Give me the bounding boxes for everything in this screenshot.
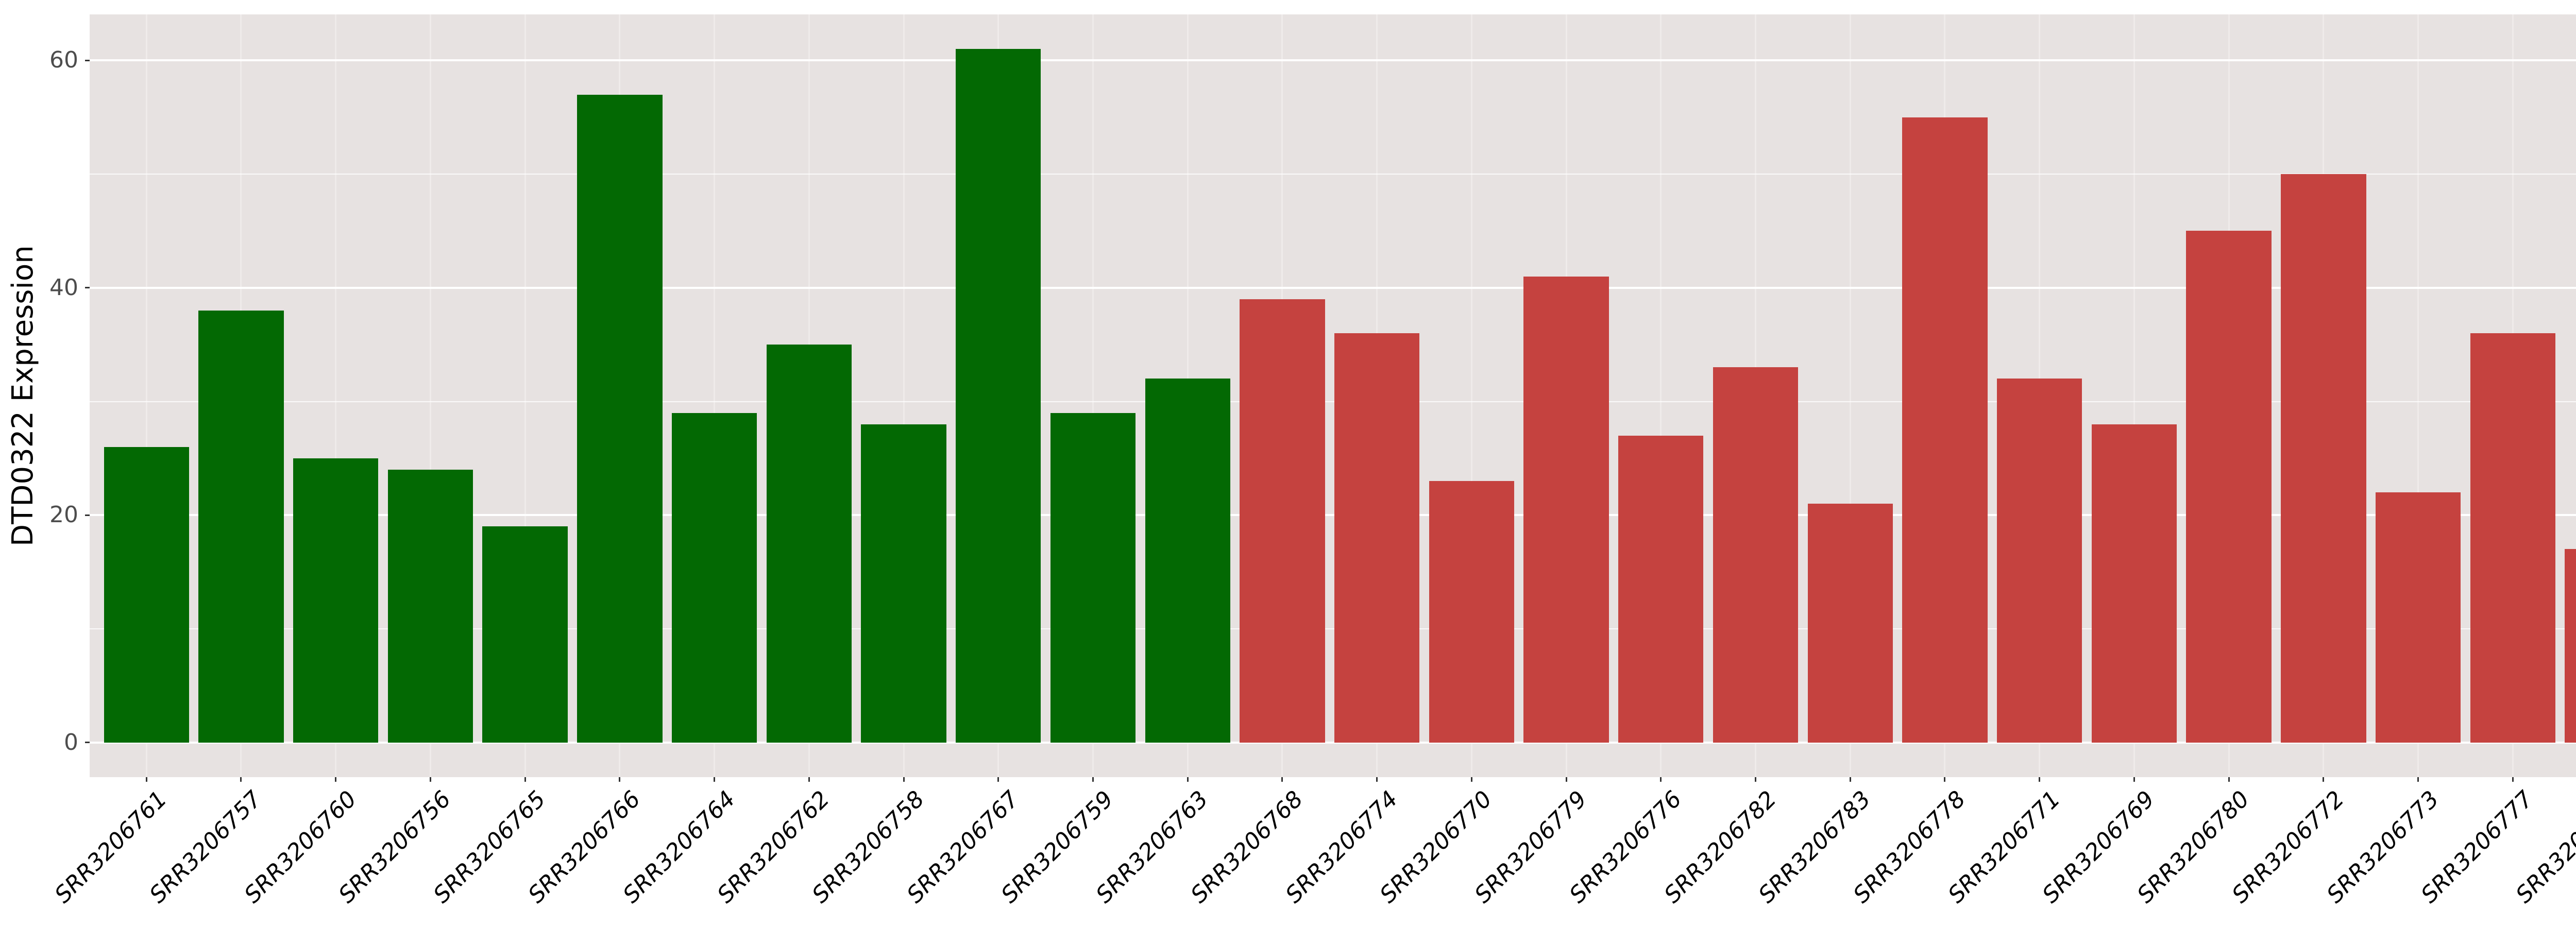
bar-SRR3206767 (956, 49, 1041, 743)
x-tick-mark (1660, 777, 1662, 782)
y-tick-label-40: 40 (49, 274, 78, 301)
bar-SRR3206783 (1807, 504, 1893, 743)
bar-SRR3206772 (2281, 174, 2366, 743)
y-tick-mark (85, 59, 90, 61)
bar-SRR3206781 (2565, 549, 2576, 743)
x-tick-mark (714, 777, 716, 782)
bar-SRR3206759 (1050, 413, 1136, 743)
bar-SRR3206771 (1997, 379, 2082, 743)
bar-SRR3206773 (2375, 492, 2461, 743)
x-tick-mark (1944, 777, 1946, 782)
bar-SRR3206770 (1429, 481, 1515, 743)
x-tick-mark (903, 777, 905, 782)
x-tick-mark (1755, 777, 1757, 782)
bar-SRR3206778 (1902, 117, 1988, 743)
vertical-gridline (1092, 14, 1094, 777)
x-tick-mark (2417, 777, 2419, 782)
y-axis-title: DTD0322 Expression (6, 245, 40, 546)
vertical-gridline (429, 14, 431, 777)
bar-SRR3206777 (2470, 333, 2555, 743)
vertical-gridline (1849, 14, 1851, 777)
x-tick-mark (335, 777, 337, 782)
x-tick-mark (619, 777, 621, 782)
vertical-gridline (2133, 14, 2135, 777)
x-tick-mark (2133, 777, 2135, 782)
vertical-gridline (1660, 14, 1662, 777)
x-tick-mark (429, 777, 431, 782)
y-tick-label-0: 0 (64, 729, 78, 756)
x-tick-mark (2512, 777, 2514, 782)
minor-gridline (90, 628, 2576, 629)
x-tick-mark (1470, 777, 1472, 782)
minor-gridline (90, 174, 2576, 175)
bar-SRR3206760 (293, 458, 379, 743)
bar-SRR3206765 (482, 526, 568, 743)
bar-SRR3206766 (577, 94, 663, 743)
major-gridline (90, 741, 2576, 744)
x-tick-mark (1187, 777, 1189, 782)
x-tick-mark (1565, 777, 1567, 782)
minor-gridline (90, 401, 2576, 402)
bar-SRR3206757 (198, 310, 284, 743)
x-tick-mark (145, 777, 147, 782)
x-tick-mark (997, 777, 999, 782)
vertical-gridline (335, 14, 337, 777)
y-tick-mark (85, 287, 90, 289)
x-tick-mark (1849, 777, 1851, 782)
bar-SRR3206764 (671, 413, 757, 743)
x-tick-mark (2039, 777, 2041, 782)
y-tick-mark (85, 514, 90, 516)
bar-SRR3206768 (1240, 299, 1325, 743)
bar-SRR3206776 (1618, 435, 1704, 743)
y-tick-label-60: 60 (49, 47, 78, 74)
bar-SRR3206758 (861, 424, 946, 743)
x-tick-mark (2323, 777, 2325, 782)
x-tick-mark (808, 777, 810, 782)
vertical-gridline (1470, 14, 1472, 777)
x-tick-mark (1281, 777, 1283, 782)
bar-SRR3206761 (104, 447, 189, 743)
major-gridline (90, 59, 2576, 62)
x-tick-mark (240, 777, 242, 782)
vertical-gridline (145, 14, 147, 777)
bar-SRR3206779 (1523, 276, 1609, 743)
vertical-gridline (524, 14, 526, 777)
major-gridline (90, 514, 2576, 517)
y-tick-mark (85, 742, 90, 744)
major-gridline (90, 286, 2576, 289)
x-tick-mark (1092, 777, 1094, 782)
x-tick-mark (524, 777, 526, 782)
bar-SRR3206762 (766, 345, 852, 743)
x-tick-mark (2228, 777, 2230, 782)
x-tick-mark (1376, 777, 1378, 782)
bar-SRR3206763 (1145, 379, 1230, 743)
bar-SRR3206780 (2186, 231, 2272, 743)
bar-SRR3206774 (1334, 333, 1420, 743)
bar-SRR3206756 (387, 469, 473, 743)
vertical-gridline (903, 14, 905, 777)
vertical-gridline (2417, 14, 2419, 777)
bar-SRR3206782 (1713, 367, 1799, 743)
y-tick-label-20: 20 (49, 502, 78, 528)
bar-SRR3206769 (2091, 424, 2177, 743)
vertical-gridline (714, 14, 716, 777)
